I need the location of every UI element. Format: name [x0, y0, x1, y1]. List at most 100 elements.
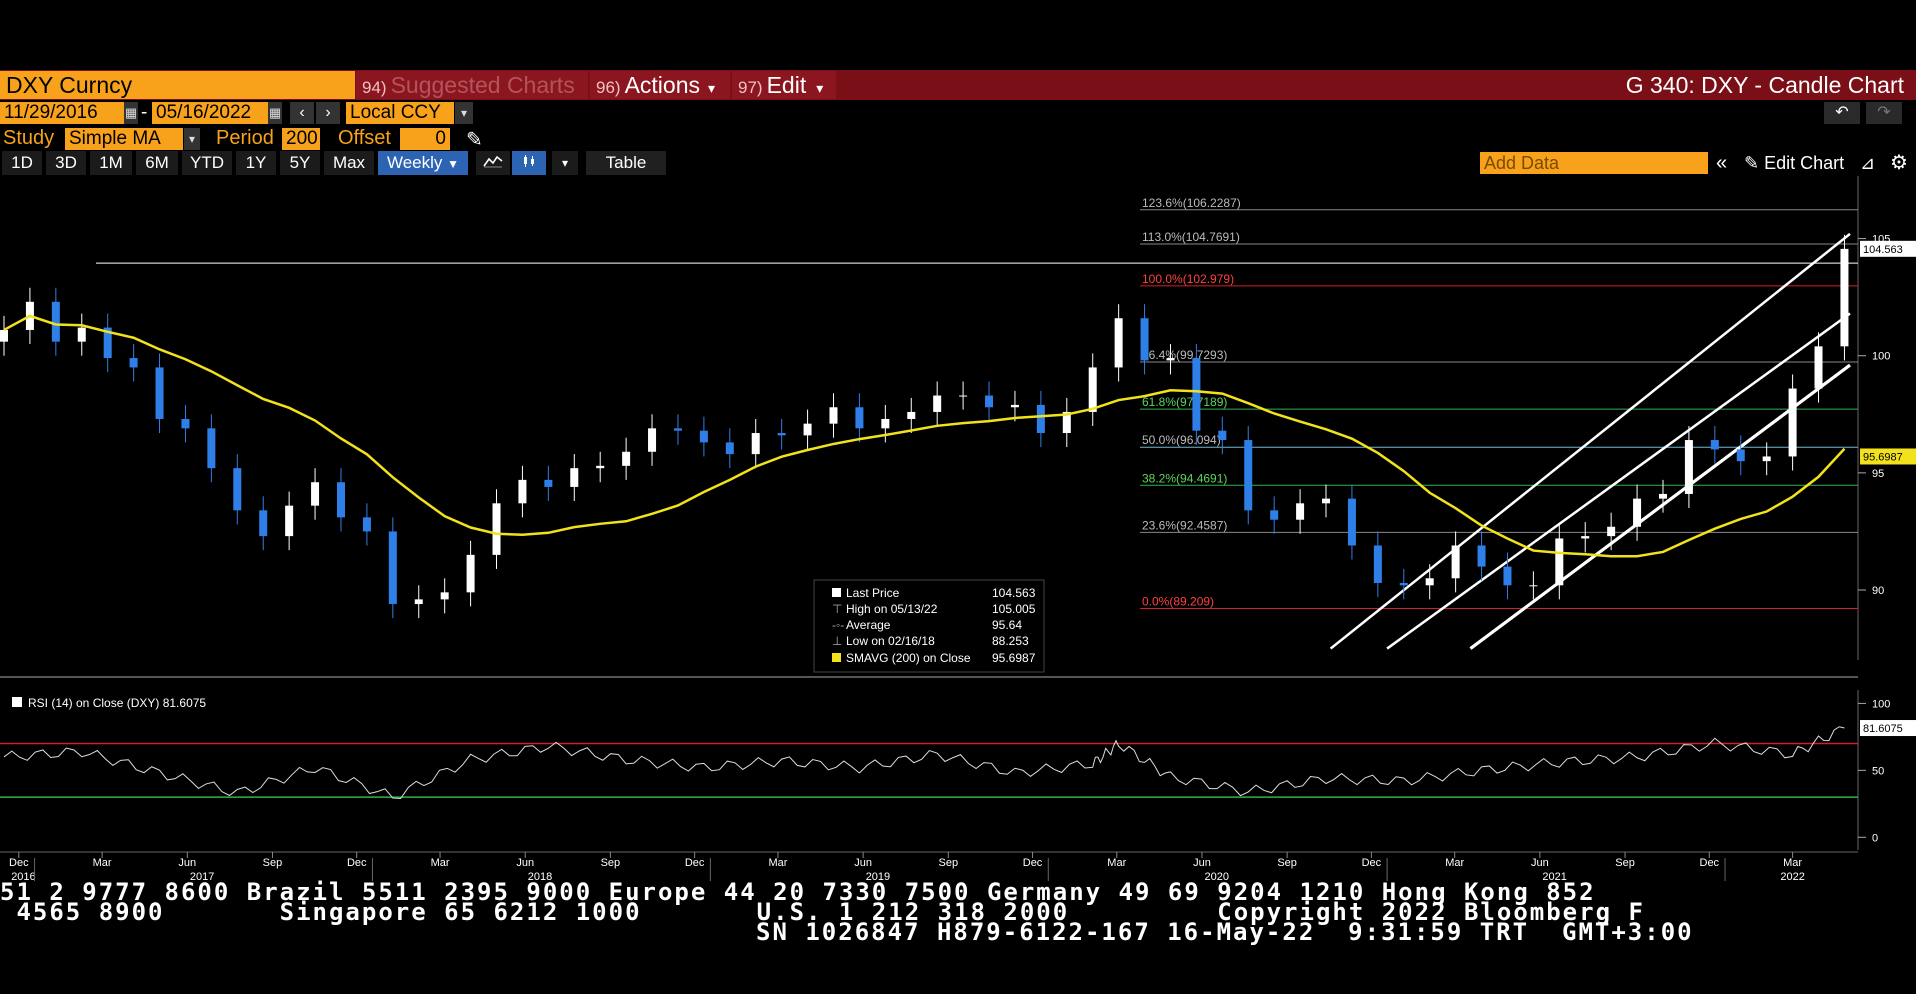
- offset-field[interactable]: 0: [400, 128, 450, 150]
- rsi-last-tag: 81.6075: [1863, 723, 1903, 735]
- chart-settings-icon[interactable]: ⊿: [1860, 153, 1876, 173]
- range-1d-button[interactable]: 1D: [2, 151, 42, 175]
- time-tick-label: Sep: [1277, 857, 1297, 869]
- add-data-input[interactable]: Add Data: [1480, 152, 1708, 174]
- table-button[interactable]: Table: [586, 151, 666, 175]
- range-max-button[interactable]: Max: [324, 151, 374, 175]
- candle-body: [829, 407, 838, 424]
- time-tick-label: Mar: [1107, 857, 1126, 869]
- candle-body: [414, 599, 423, 605]
- calendar-icon[interactable]: ▦: [124, 102, 138, 124]
- range-6m-button[interactable]: 6M: [136, 151, 178, 175]
- last-price-tag: 104.563: [1863, 244, 1903, 256]
- year-label: 2021: [1542, 871, 1566, 881]
- candle-body: [155, 367, 164, 419]
- candle-body: [648, 428, 657, 452]
- candle-body: [1347, 498, 1356, 546]
- period-field[interactable]: 200: [282, 128, 320, 150]
- pencil-icon: ✎: [1744, 153, 1760, 173]
- edit-button[interactable]: 97) Edit ▾: [732, 71, 836, 99]
- time-tick-label: Dec: [9, 857, 29, 869]
- fib-label: 123.6%(106.2287): [1142, 196, 1241, 210]
- fib-label: 0.0%(89.209): [1142, 595, 1214, 609]
- axis-layer: 9095100105104.56395.698705010081.6075Dec…: [9, 234, 1916, 881]
- rsi-line: [3, 726, 1845, 799]
- ticker-field[interactable]: DXY Curncy: [0, 71, 355, 99]
- rsi-tick-label: 50: [1872, 765, 1884, 777]
- candle-body: [362, 517, 371, 532]
- range-1y-button[interactable]: 1Y: [236, 151, 276, 175]
- fib-label: 76.4%(99.7293): [1142, 348, 1227, 362]
- line-chart-icon[interactable]: [476, 151, 510, 175]
- legend-last-price-label: Last Price: [846, 586, 900, 600]
- double-chevron-left-icon[interactable]: «: [1716, 152, 1728, 174]
- range-1m-button[interactable]: 1M: [90, 151, 132, 175]
- edit-chart-button[interactable]: ✎ Edit Chart: [1744, 151, 1844, 175]
- time-tick-label: Dec: [1023, 857, 1043, 869]
- price-chart[interactable]: 123.6%(106.2287) 113.0%(104.7691) 100.0%(1…: [0, 176, 1916, 881]
- legend-high-value: 105.005: [992, 602, 1036, 616]
- rsi-legend: RSI (14) on Close (DXY) 81.6075: [12, 696, 206, 710]
- candle-body: [259, 510, 268, 537]
- gear-icon[interactable]: ⚙: [1890, 152, 1908, 174]
- suggested-label: Suggested Charts: [390, 72, 575, 98]
- pencil-icon[interactable]: ✎: [466, 129, 483, 151]
- currency-select[interactable]: Local CCY: [346, 102, 454, 124]
- candle-chart-icon[interactable]: [512, 151, 546, 175]
- time-tick-label: Dec: [685, 857, 705, 869]
- candle-body: [1036, 404, 1045, 434]
- candle-body: [855, 407, 864, 429]
- year-label: 2018: [528, 871, 552, 881]
- candle-body: [673, 428, 682, 431]
- candle-body: [1762, 456, 1771, 462]
- chevron-down-icon[interactable]: ▾: [455, 102, 473, 124]
- time-tick-label: Jun: [516, 857, 534, 869]
- svg-text:⊤: ⊤: [832, 602, 842, 616]
- edit-label: Edit: [766, 72, 807, 98]
- chart-title: G 340: DXY - Candle Chart: [1625, 72, 1904, 98]
- fib-label: 23.6%(92.4587): [1142, 518, 1227, 532]
- study-select[interactable]: Simple MA: [65, 128, 183, 150]
- start-date-field[interactable]: 11/29/2016: [0, 102, 124, 124]
- legend-sma-value: 95.6987: [992, 651, 1036, 665]
- tape-line-1: 51 2 9777 8600 Brazil 5511 2395 9000 Eur…: [0, 878, 1596, 906]
- edit-chart-label: Edit Chart: [1764, 153, 1845, 173]
- chevron-left-icon[interactable]: ‹: [290, 102, 314, 124]
- candle-body: [207, 428, 216, 469]
- actions-button[interactable]: 96) Actions ▾: [590, 71, 730, 99]
- candle-body: [959, 395, 968, 397]
- range-5y-button[interactable]: 5Y: [280, 151, 320, 175]
- redo-icon[interactable]: ↷: [1866, 102, 1902, 124]
- time-tick-label: Sep: [601, 857, 621, 869]
- candle-body: [1581, 536, 1590, 539]
- suggested-charts-button[interactable]: 94) Suggested Charts: [356, 71, 588, 99]
- chevron-right-icon[interactable]: ›: [316, 102, 340, 124]
- candle-body: [1658, 493, 1667, 499]
- undo-icon[interactable]: ↶: [1824, 102, 1860, 124]
- candle-body: [1088, 367, 1097, 412]
- rsi-last-tag-bg: [1860, 720, 1916, 737]
- end-date-field[interactable]: 05/16/2022: [152, 102, 268, 124]
- price-layer: 123.6%(106.2287) 113.0%(104.7691) 100.0%(1…: [0, 196, 1858, 650]
- time-tick-label: Jun: [1531, 857, 1549, 869]
- fib-label: 113.0%(104.7691): [1142, 230, 1240, 244]
- calendar-icon[interactable]: ▦: [268, 102, 282, 124]
- candle-body: [1425, 578, 1434, 586]
- candle-body: [1140, 318, 1149, 361]
- candle-body: [1529, 585, 1538, 587]
- actions-num: 96): [596, 78, 621, 97]
- candle-body: [311, 482, 320, 506]
- candle-body: [1477, 545, 1486, 567]
- candle-body: [492, 503, 501, 555]
- range-3d-button[interactable]: 3D: [46, 151, 86, 175]
- chevron-down-icon[interactable]: ▾: [184, 128, 200, 150]
- channel-line: [1469, 363, 1851, 650]
- candle-body: [1633, 498, 1642, 527]
- fib-label: 38.2%(94.4691): [1142, 471, 1227, 485]
- time-tick-label: Sep: [939, 857, 959, 869]
- candle-body: [103, 327, 112, 359]
- chevron-down-icon[interactable]: ▾: [552, 151, 578, 175]
- frequency-select[interactable]: Weekly ▼: [378, 151, 468, 175]
- time-tick-label: Mar: [93, 857, 112, 869]
- range-ytd-button[interactable]: YTD: [182, 151, 232, 175]
